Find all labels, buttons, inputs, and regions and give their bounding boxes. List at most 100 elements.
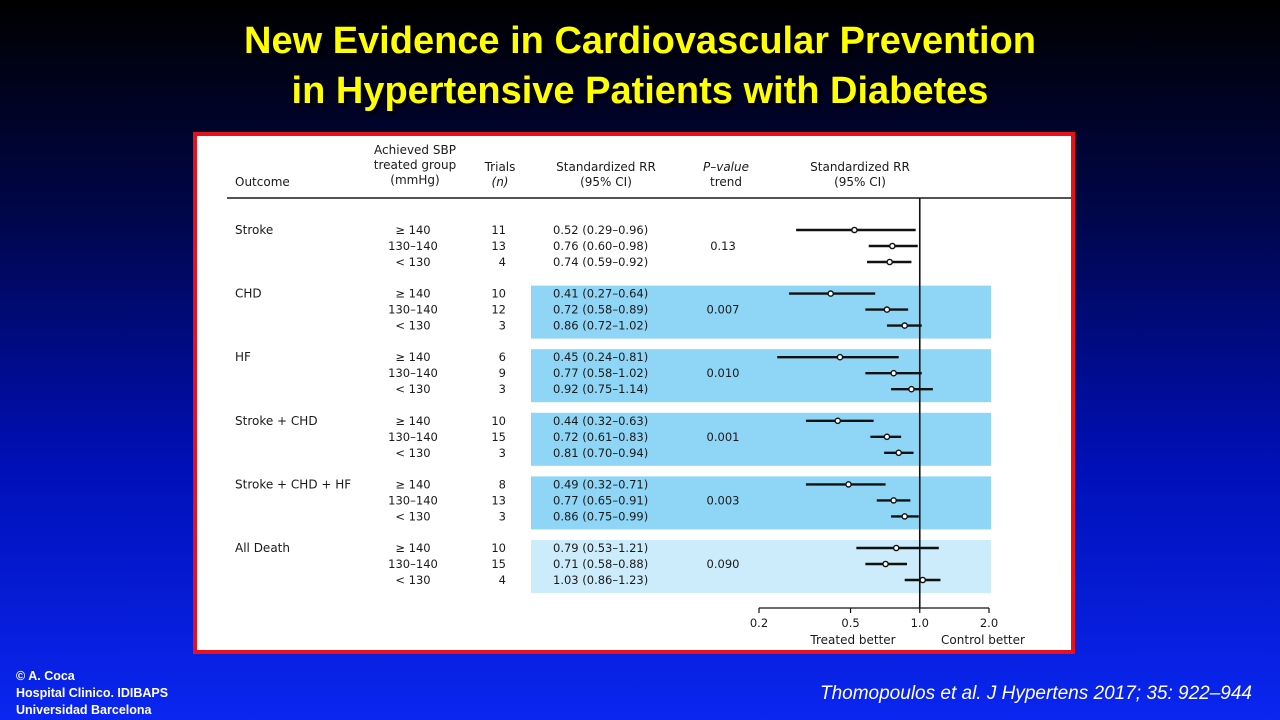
header-pvalue-1: P–value: [703, 160, 749, 174]
rr-point: [901, 513, 908, 520]
group-band: [531, 476, 991, 530]
rr-ci-text: 0.74 (0.59–0.92): [553, 255, 648, 269]
rr-point: [890, 369, 897, 377]
header-rr-2: (95% CI): [580, 175, 632, 189]
x-left-label: Treated better: [809, 633, 895, 647]
x-tick-label: 1.0: [911, 616, 929, 630]
x-tick-label: 0.5: [841, 616, 859, 630]
sbp-category: ≥ 140: [395, 350, 430, 364]
outcome-label: Stroke + CHD + HF: [235, 477, 351, 491]
rr-ci-text: 0.77 (0.58–1.02): [553, 366, 648, 380]
trials-count: 3: [499, 319, 506, 333]
rr-ci-text: 0.86 (0.72–1.02): [553, 319, 648, 333]
rr-ci-text: 0.49 (0.32–0.71): [553, 477, 648, 491]
rr-point: [908, 385, 915, 393]
header-plot-1: Standardized RR: [810, 160, 910, 174]
rr-point: [836, 353, 844, 361]
trials-count: 12: [491, 303, 506, 317]
rr-point: [901, 322, 908, 329]
title-line-2: in Hypertensive Patients with Diabetes: [291, 70, 989, 112]
sbp-category: 130–140: [388, 430, 438, 444]
sbp-category: ≥ 140: [395, 223, 430, 237]
trials-count: 15: [491, 557, 506, 571]
header-sbp-2: treated group: [374, 158, 456, 172]
rr-point: [827, 290, 835, 297]
header-outcome: Outcome: [235, 175, 290, 189]
rr-point: [883, 306, 891, 313]
trials-count: 13: [491, 239, 506, 253]
rr-ci-text: 0.44 (0.32–0.63): [553, 414, 648, 428]
rr-ci-text: 0.86 (0.75–0.99): [553, 509, 648, 523]
trials-count: 11: [491, 223, 506, 237]
x-tick-label: 0.2: [750, 616, 768, 630]
x-tick-label: 2.0: [980, 616, 998, 630]
header-rr-1: Standardized RR: [556, 160, 656, 174]
plot-area: [777, 198, 941, 608]
credit-line-3: Universidad Barcelona: [16, 703, 152, 717]
rr-point: [883, 433, 891, 441]
rr-point: [919, 576, 927, 584]
header-sbp-3: (mmHg): [390, 173, 439, 187]
trials-count: 3: [499, 382, 506, 396]
trials-count: 10: [491, 414, 506, 428]
forest-plot-panel: Outcome Achieved SBP treated group (mmHg…: [193, 132, 1075, 654]
p-trend-value: 0.007: [707, 303, 740, 317]
trials-count: 3: [499, 509, 506, 523]
outcome-label: CHD: [235, 287, 262, 301]
header-plot-2: (95% CI): [834, 175, 886, 189]
trials-count: 4: [499, 255, 506, 269]
sbp-category: < 130: [395, 509, 430, 523]
sbp-category: 130–140: [388, 366, 438, 380]
outcome-label: All Death: [235, 541, 290, 555]
rr-point: [890, 497, 897, 504]
rr-ci-text: 0.52 (0.29–0.96): [553, 223, 648, 237]
rr-ci-text: 0.77 (0.65–0.91): [553, 493, 648, 507]
outcome-label: Stroke: [235, 223, 273, 237]
header-sbp-1: Achieved SBP: [374, 143, 456, 157]
table-header: Outcome Achieved SBP treated group (mmHg…: [227, 143, 1071, 199]
rr-ci-text: 0.81 (0.70–0.94): [553, 446, 648, 460]
x-right-label: Control better: [941, 633, 1025, 647]
outcome-label: Stroke + CHD: [235, 414, 318, 428]
sbp-category: < 130: [395, 319, 430, 333]
rr-point: [845, 481, 852, 488]
credit-line-1: © A. Coca: [16, 669, 75, 683]
trials-count: 9: [499, 366, 506, 380]
sbp-category: < 130: [395, 573, 430, 587]
rr-ci-text: 0.71 (0.58–0.88): [553, 557, 648, 571]
table-rows: Stroke 0.13 ≥ 140 11 0.52 (0.29–0.96) 130–140…: [235, 223, 739, 587]
forest-plot: Outcome Achieved SBP treated group (mmHg…: [227, 143, 1071, 647]
sbp-category: < 130: [395, 446, 430, 460]
sbp-category: ≥ 140: [395, 287, 430, 301]
sbp-category: ≥ 140: [395, 541, 430, 555]
trials-count: 8: [499, 477, 506, 491]
rr-point: [895, 449, 903, 457]
sbp-category: 130–140: [388, 493, 438, 507]
trials-count: 13: [491, 493, 506, 507]
sbp-category: ≥ 140: [395, 477, 430, 491]
rr-ci-text: 0.41 (0.27–0.64): [553, 287, 648, 301]
group-band: [531, 349, 991, 403]
rr-point: [889, 242, 896, 250]
p-trend-value: 0.003: [707, 493, 740, 507]
trials-count: 6: [499, 350, 506, 364]
sbp-category: ≥ 140: [395, 414, 430, 428]
trials-count: 3: [499, 446, 506, 460]
p-trend-value: 0.13: [710, 239, 736, 253]
outcome-label: HF: [235, 350, 251, 364]
rr-point: [882, 560, 889, 568]
rr-point: [851, 226, 858, 234]
group-band: [531, 285, 991, 339]
sbp-category: < 130: [395, 255, 430, 269]
x-axis: Treated better Control better 0.2 0.5 1.0 2…: [750, 607, 1025, 647]
rr-ci-text: 1.03 (0.86–1.23): [553, 573, 648, 587]
sbp-category: 130–140: [388, 557, 438, 571]
slide-title: New Evidence in Cardiovascular Preventio…: [0, 16, 1280, 116]
sbp-category: 130–140: [388, 303, 438, 317]
p-trend-value: 0.010: [707, 366, 740, 380]
author-credit: © A. Coca Hospital Clinico. IDIBAPS Univ…: [16, 668, 168, 719]
rr-ci-text: 0.72 (0.58–0.89): [553, 303, 648, 317]
citation: Thomopoulos et al. J Hypertens 2017; 35:…: [819, 683, 1252, 704]
header-trials-1: Trials: [484, 160, 516, 174]
group-band: [531, 412, 991, 466]
